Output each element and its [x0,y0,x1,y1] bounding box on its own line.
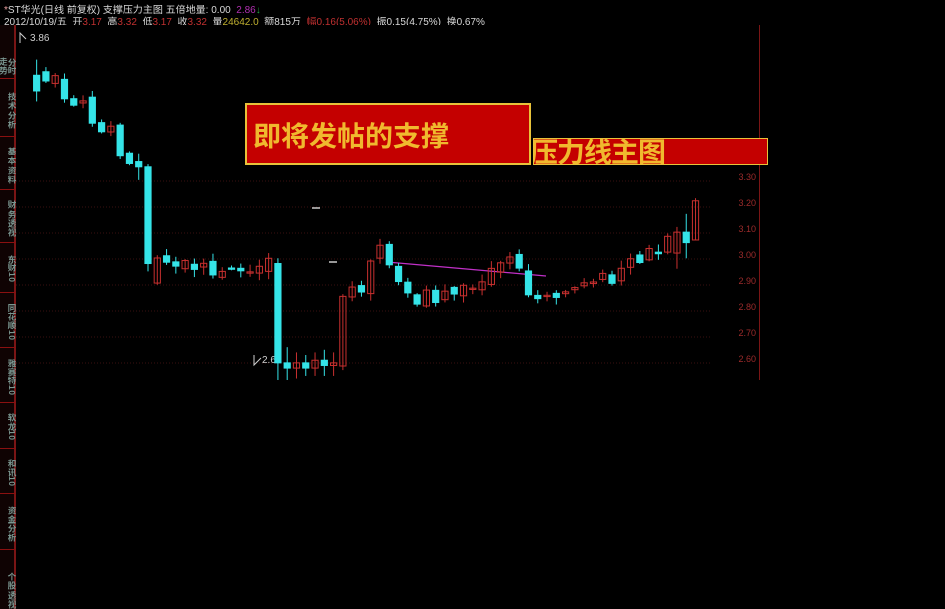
svg-text:3.86: 3.86 [30,33,50,44]
